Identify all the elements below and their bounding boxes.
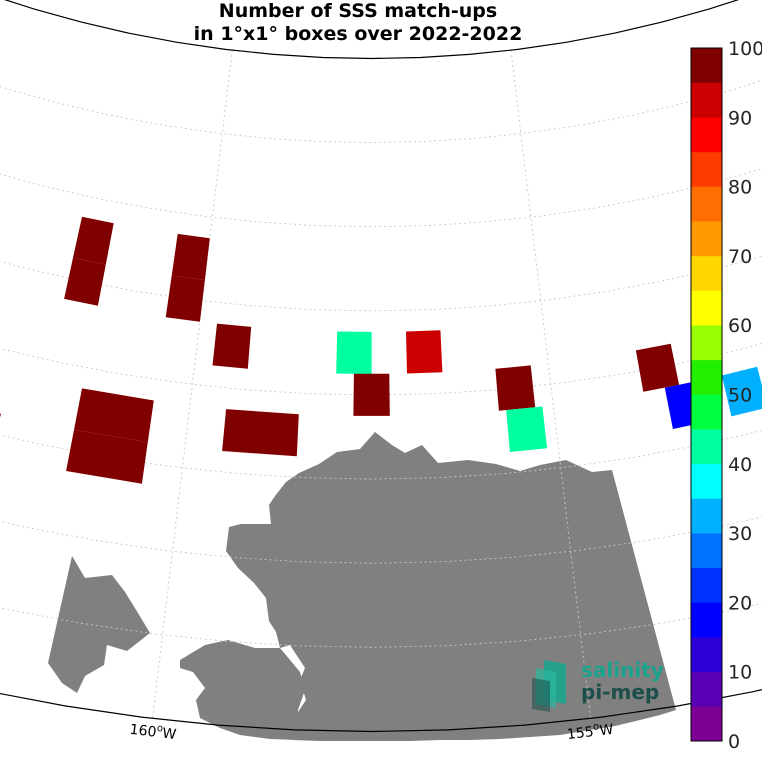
land-chukotka — [48, 556, 150, 693]
colorbar-segment — [691, 429, 722, 465]
colorbar-segment — [691, 602, 722, 638]
matchup-cell — [74, 388, 154, 443]
salinity-pi-mep-logo: salinity pi-mep — [532, 658, 664, 712]
graticule-meridian — [152, 50, 233, 719]
colorbar-tick-label: 60 — [728, 315, 752, 337]
matchup-cell — [73, 216, 114, 265]
colorbar-segment — [691, 637, 722, 672]
colorbar-tick-label: 90 — [728, 107, 752, 129]
matchup-cells — [0, 216, 762, 484]
matchup-cell — [353, 373, 390, 416]
colorbar-segment — [691, 463, 722, 499]
colorbar-segment — [691, 255, 722, 291]
colorbar-segment — [691, 290, 722, 326]
colorbar-outline — [690, 47, 723, 742]
map-frame-outline — [0, 0, 762, 733]
colorbar-segment — [691, 706, 722, 742]
colorbar-segment — [691, 498, 722, 534]
logo-icon — [532, 660, 566, 712]
longitude-label: 155oW — [566, 720, 615, 743]
matchup-cell — [222, 409, 299, 457]
matchup-cell — [506, 406, 548, 452]
colorbar-segment — [691, 221, 722, 257]
colorbar-segment — [691, 394, 722, 430]
colorbar-tick-label: 10 — [728, 662, 752, 684]
colorbar-segment — [691, 533, 722, 569]
colorbar-segment — [691, 48, 722, 83]
colorbar-tick-label: 100 — [728, 38, 762, 60]
land-seward-peninsula — [180, 640, 305, 740]
graticule-meridian — [510, 50, 592, 719]
graticule — [0, 50, 762, 719]
longitude-labels: 175oW170oW165oW160oW155oW150oW145oW140o — [129, 720, 615, 743]
colorbar-segment — [691, 359, 722, 395]
colorbar-tick-label: 20 — [728, 592, 752, 614]
map-title-line-1: Number of SSS match-ups — [219, 0, 497, 22]
matchup-cell — [495, 365, 536, 411]
matchup-cell — [171, 233, 210, 280]
colorbar-segment — [691, 151, 722, 187]
matchup-cell — [64, 257, 106, 306]
colorbar-segment — [691, 186, 722, 222]
colorbar-segment — [691, 117, 722, 153]
colorbar-segment — [691, 671, 722, 707]
logo-text-pi-mep: pi-mep — [581, 680, 659, 704]
matchup-cell — [635, 343, 680, 392]
colorbar-tick-label: 40 — [728, 454, 752, 476]
graticule-parallel — [0, 602, 762, 648]
colorbar-segment — [691, 82, 722, 118]
colorbar-tick-label: 80 — [728, 177, 752, 199]
matchup-cell — [0, 413, 1, 418]
matchup-cell — [336, 331, 372, 374]
colorbar-tick-label: 70 — [728, 246, 752, 268]
matchup-cell — [165, 275, 205, 322]
colorbar-segment — [691, 567, 722, 603]
colorbar-tick-label: 30 — [728, 523, 752, 545]
colorbar-segment — [691, 325, 722, 361]
matchup-cell — [212, 323, 252, 369]
longitude-label: 160oW — [129, 720, 178, 743]
colorbar-tick-label: 0 — [728, 731, 740, 753]
colorbar: 0 10 20 30 40 50 60 70 80 90 100 — [690, 38, 762, 753]
map-title-line-2: in 1°x1° boxes over 2022-2022 — [194, 23, 523, 45]
matchup-cell — [66, 429, 148, 484]
matchup-cell — [406, 330, 443, 374]
logo-text-salinity: salinity — [581, 658, 664, 682]
matchup-cell — [721, 366, 762, 417]
colorbar-tick-label: 50 — [728, 385, 752, 407]
